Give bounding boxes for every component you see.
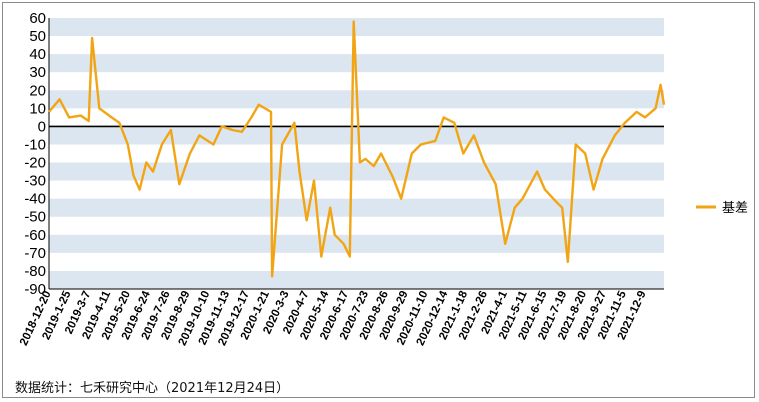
chart-frame: 60 50 40 30 20 10 0 -10 -20 -30 -40 -50 -60 -70 -80 -90… <box>2 2 755 398</box>
source-note: 数据统计：七禾研究中心（2021年12月24日） <box>15 381 290 396</box>
grid-band <box>49 234 664 253</box>
y-tick-label: -20 <box>24 155 46 172</box>
y-tick-label: 60 <box>29 10 46 27</box>
y-tick-label: 40 <box>29 46 46 63</box>
y-tick-label: -60 <box>24 227 46 244</box>
legend: 基差 <box>696 200 748 215</box>
y-tick-label: -70 <box>24 245 46 262</box>
grid-band <box>49 198 664 217</box>
grid-bands <box>49 18 664 289</box>
grid-band <box>49 126 664 145</box>
y-tick-label: -50 <box>24 209 46 226</box>
y-tick-label: -10 <box>24 136 46 153</box>
y-tick-label: -30 <box>24 173 46 190</box>
legend-label: 基差 <box>722 200 748 215</box>
y-tick-label: 10 <box>29 100 46 117</box>
y-tick-label: -90 <box>24 281 46 298</box>
y-tick-label: -80 <box>24 263 46 280</box>
y-tick-label: 0 <box>38 118 46 135</box>
y-tick-label: 50 <box>29 28 46 45</box>
grid-band <box>49 270 664 289</box>
y-tick-label: -40 <box>24 191 46 208</box>
x-axis: 2018-12-202019-1-252019-3-72019-4-112019… <box>18 288 664 348</box>
grid-band <box>49 18 664 37</box>
y-tick-label: 30 <box>29 64 46 81</box>
y-tick-label: 20 <box>29 82 46 99</box>
grid-band <box>49 162 664 181</box>
series-line-jicha <box>48 20 666 278</box>
